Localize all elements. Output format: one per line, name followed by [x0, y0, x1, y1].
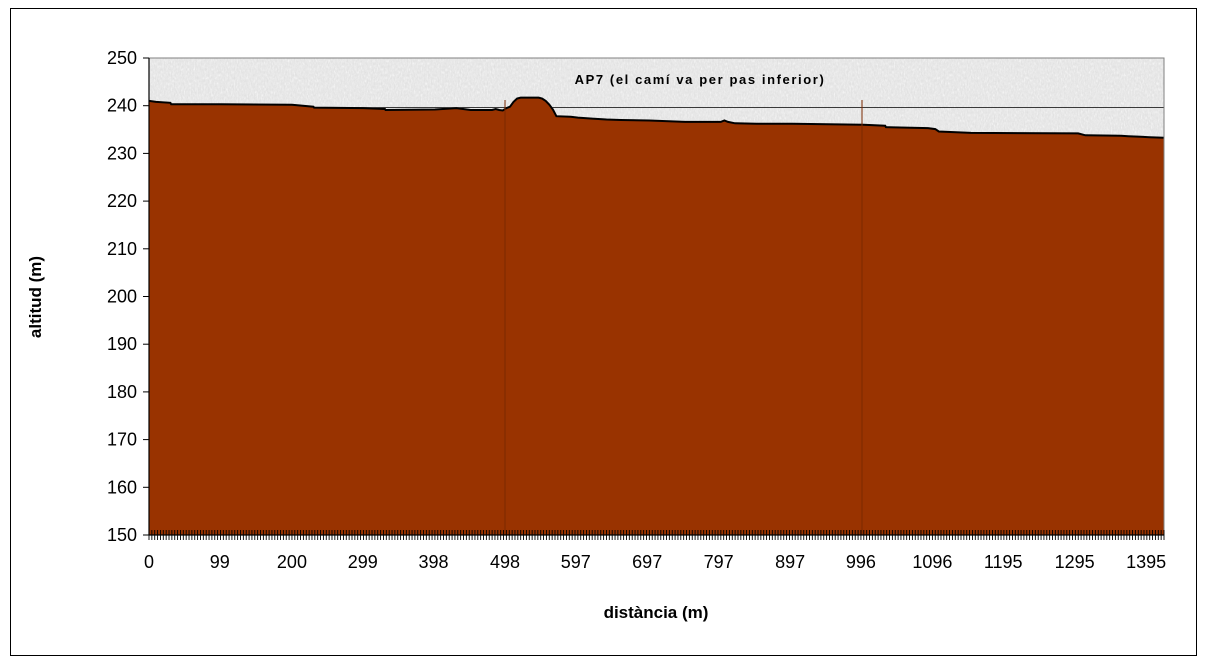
- y-tick-label: 200: [107, 287, 137, 307]
- y-tick-label: 220: [107, 191, 137, 211]
- x-tick-label: 299: [348, 552, 378, 572]
- x-axis-title: distància (m): [604, 603, 709, 622]
- annotation-label: AP7 (el camí va per pas inferior): [575, 72, 826, 87]
- x-tick-label: 1395: [1126, 552, 1166, 572]
- altitude-area: [149, 97, 1164, 535]
- x-tick-label: 1096: [912, 552, 952, 572]
- y-tick-label: 180: [107, 382, 137, 402]
- y-tick-label: 240: [107, 96, 137, 116]
- x-tick-label: 498: [490, 552, 520, 572]
- y-tick-label: 230: [107, 143, 137, 163]
- x-tick-label: 897: [775, 552, 805, 572]
- x-tick-label: 1195: [984, 552, 1023, 572]
- x-tick-label: 0: [144, 552, 154, 572]
- y-tick-label: 160: [107, 477, 137, 497]
- y-tick-label: 190: [107, 334, 137, 354]
- y-tick-label: 250: [107, 48, 137, 68]
- x-tick-label: 398: [418, 552, 448, 572]
- altitude-line: [149, 96, 1164, 139]
- y-tick-label: 170: [107, 430, 137, 450]
- x-tick-label: 697: [632, 552, 662, 572]
- x-tick-label: 597: [561, 552, 591, 572]
- x-tick-label: 1295: [1055, 552, 1095, 572]
- x-tick-label: 996: [846, 552, 876, 572]
- y-tick-label: 150: [107, 525, 137, 545]
- y-axis-title: altitud (m): [26, 256, 45, 338]
- x-tick-label: 200: [277, 552, 307, 572]
- y-tick-label: 210: [107, 239, 137, 259]
- x-tick-label: 99: [210, 552, 230, 572]
- x-tick-label: 797: [704, 552, 734, 572]
